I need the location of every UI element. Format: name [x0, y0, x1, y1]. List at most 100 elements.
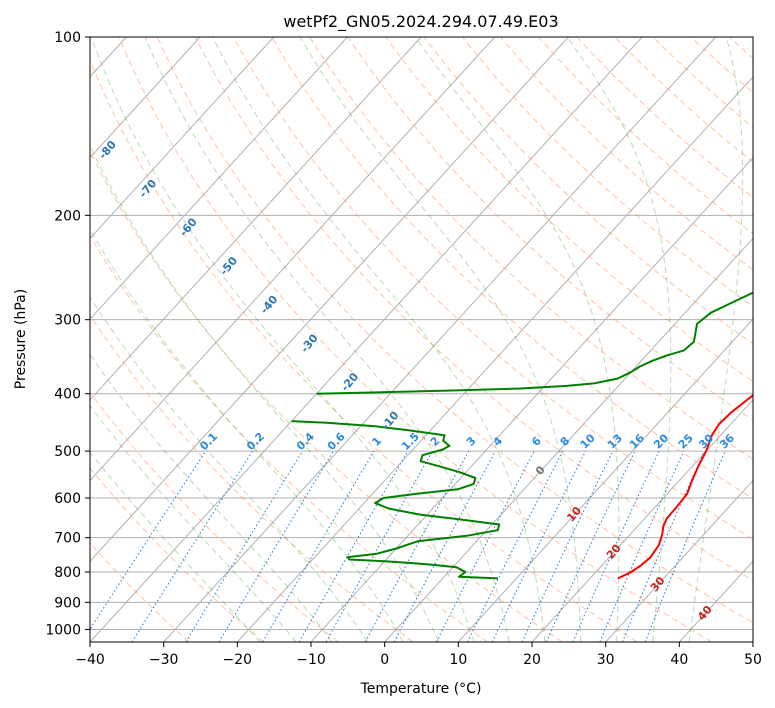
dry-adiabat: [118, 37, 712, 642]
dry-adiabat: [90, 150, 563, 642]
mixing-ratio-label: 13: [605, 432, 625, 452]
dry-adiabat: [90, 391, 339, 642]
isotherm-gridline: [236, 76, 753, 642]
dry-adiabat: [347, 37, 753, 421]
mixing-ratio-line: [90, 450, 207, 631]
y-tick-label: 1000: [45, 622, 81, 638]
mixing-ratio-label: 3: [464, 434, 479, 449]
isotherm-gridline: [384, 237, 753, 642]
dry-adiabat-label: -30: [298, 331, 321, 355]
mixing-ratio-label: 1: [369, 434, 384, 449]
dry-adiabat: [90, 59, 638, 642]
moist-adiabat: [414, 37, 620, 642]
x-tick-label: 50: [744, 652, 762, 668]
mixing-ratio-label: 8: [558, 434, 573, 449]
isotherm-gridline: [605, 479, 753, 642]
dry-adiabat: [90, 234, 488, 642]
dry-adiabat: [90, 542, 190, 642]
y-tick-label: 200: [54, 208, 81, 224]
mixing-ratio-label: 0.4: [294, 430, 317, 453]
dry-adiabat: [309, 37, 753, 460]
dry-adiabat-label: -50: [217, 254, 240, 278]
moist-adiabat: [90, 144, 439, 642]
mixing-ratio-line: [644, 450, 726, 642]
mixing-ratio-line: [599, 450, 685, 642]
mixing-ratio-line: [185, 450, 304, 642]
dry-adiabat: [90, 314, 414, 642]
x-tick-label: −20: [223, 652, 253, 668]
dry-adiabat: [385, 37, 753, 383]
mixing-ratio-line: [545, 450, 636, 642]
isotherm-gridline: [90, 37, 201, 159]
moist-adiabat: [90, 296, 369, 642]
mixing-ratio-line: [521, 450, 614, 642]
x-tick-label: −10: [296, 652, 326, 668]
isotherm-gridline: [752, 641, 753, 642]
isobar-gridlines: [90, 37, 753, 630]
moist-adiabat: [90, 228, 404, 642]
plot-frame: [89, 36, 754, 643]
y-tick-label: 600: [54, 491, 81, 507]
mixing-ratio-lines: [90, 450, 726, 642]
mixing-ratio-label: 25: [676, 432, 696, 452]
mixing-ratio-label: 6: [529, 434, 544, 449]
x-tick-label: 40: [670, 652, 688, 668]
dry-adiabat: [538, 37, 753, 235]
dry-adiabat: [232, 37, 753, 540]
x-tick-label: 30: [597, 652, 615, 668]
moist-adiabat: [144, 37, 510, 642]
mixing-ratio-label: 36: [717, 431, 737, 451]
moist-adiabat: [299, 37, 582, 642]
dry-adiabat-label: -100: [13, 58, 41, 88]
x-axis-ticks: −40 −30 −20 −10 0 10 20 30 40 50: [75, 642, 762, 668]
mixing-ratio-label: 10: [578, 431, 598, 451]
mixing-ratio-line: [572, 450, 660, 642]
isotherm-gridline: [457, 318, 753, 642]
sounding-profiles: [291, 291, 753, 580]
plot-area: [90, 37, 775, 642]
dry-adiabat: [90, 467, 264, 642]
x-tick-label: −40: [75, 652, 105, 668]
moist-adiabat: [90, 404, 297, 642]
y-axis-ticks: 100 200 300 400 500 600 700 800 900 1000: [45, 30, 90, 638]
dewpoint-profile: [291, 420, 501, 580]
y-tick-label: 300: [54, 313, 81, 329]
y-tick-label: 700: [54, 531, 81, 547]
dry-adiabat: [194, 37, 753, 582]
isotherm-gridline: [90, 37, 569, 563]
dry-adiabat: [728, 37, 753, 59]
y-axis-label: Pressure (hPa): [13, 289, 29, 389]
skewed-isotherm-gridlines: [90, 37, 753, 642]
y-tick-label: 500: [54, 444, 81, 460]
x-axis-label: Temperature (°C): [360, 681, 482, 697]
mixing-ratio-label: 0.6: [325, 430, 348, 453]
x-tick-label: 10: [449, 652, 467, 668]
dry-adiabat: [690, 37, 753, 94]
dry-adiabat: [271, 37, 753, 500]
isotherm-gridline: [90, 37, 348, 320]
y-tick-label: 100: [54, 30, 81, 46]
dry-adiabat-label: -90: [56, 99, 79, 123]
dry-adiabat-label: -70: [137, 177, 160, 201]
isotherm-gridline: [90, 37, 275, 240]
mixing-ratio-line: [393, 450, 496, 642]
isotherm-gridline: [163, 37, 717, 642]
dry-adiabat: [652, 37, 753, 128]
isotherm-gridline: [531, 399, 753, 642]
mixing-ratio-line: [364, 450, 470, 642]
dry-adiabat: [156, 37, 753, 624]
dewpoint-profile: [316, 291, 753, 395]
temperature-profile: [617, 393, 753, 580]
background-line-labels: 0.1 0.2 0.4 0.6 1 1.5 2 3 4 6 8 10 13 16 20 25 30 36-100-…: [13, 58, 737, 623]
mixing-ratio-line: [467, 450, 564, 642]
mixing-ratio-label: 0.1: [197, 430, 220, 453]
isotherm-gridline: [90, 37, 422, 401]
mixing-ratio-label: 4: [491, 434, 506, 449]
mixing-ratio-line: [491, 450, 586, 642]
mixing-ratio-label: 16: [627, 431, 647, 451]
dry-adiabat: [767, 37, 775, 642]
y-tick-label: 900: [54, 595, 81, 611]
y-tick-label: 800: [54, 565, 81, 581]
isotherm-gridline: [90, 37, 643, 642]
